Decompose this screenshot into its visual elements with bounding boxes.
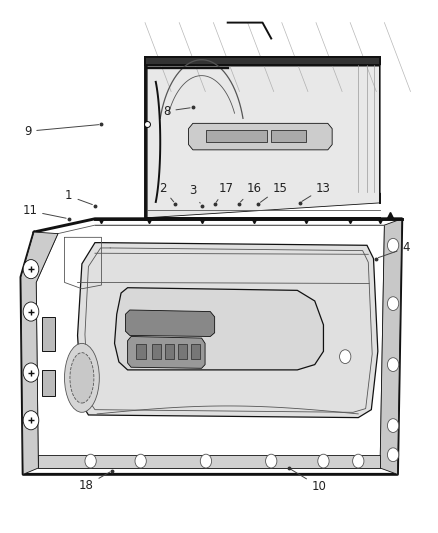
Circle shape — [353, 454, 364, 468]
Polygon shape — [21, 232, 58, 474]
Text: 2: 2 — [159, 182, 174, 202]
Text: 18: 18 — [79, 472, 110, 492]
Polygon shape — [39, 455, 380, 468]
Circle shape — [23, 302, 39, 321]
Polygon shape — [147, 66, 380, 217]
Bar — [42, 317, 55, 351]
Polygon shape — [380, 219, 402, 474]
Circle shape — [265, 454, 277, 468]
Circle shape — [23, 363, 39, 382]
Circle shape — [388, 419, 399, 432]
Circle shape — [388, 297, 399, 311]
Polygon shape — [115, 288, 323, 370]
Text: 13: 13 — [302, 182, 331, 201]
Polygon shape — [188, 123, 332, 150]
Text: 16: 16 — [240, 182, 261, 202]
Polygon shape — [125, 310, 215, 336]
Bar — [152, 344, 161, 359]
Text: 11: 11 — [22, 204, 66, 218]
Circle shape — [23, 411, 39, 430]
Polygon shape — [127, 336, 205, 368]
Bar — [178, 344, 187, 359]
Text: 4: 4 — [378, 241, 410, 257]
Bar — [42, 370, 55, 397]
Circle shape — [85, 454, 96, 468]
Circle shape — [388, 358, 399, 372]
Circle shape — [135, 454, 146, 468]
Text: 3: 3 — [189, 184, 200, 203]
Circle shape — [200, 454, 212, 468]
Text: 1: 1 — [65, 189, 92, 205]
Circle shape — [339, 350, 351, 364]
Ellipse shape — [64, 343, 99, 413]
Bar — [136, 344, 146, 359]
Ellipse shape — [70, 353, 94, 403]
Bar — [271, 130, 306, 142]
Circle shape — [388, 238, 399, 252]
Circle shape — [388, 448, 399, 462]
Bar — [191, 344, 200, 359]
Bar — [165, 344, 174, 359]
Bar — [206, 130, 267, 142]
Circle shape — [23, 260, 39, 279]
Text: 15: 15 — [261, 182, 287, 203]
Text: 10: 10 — [291, 470, 327, 493]
Text: 17: 17 — [216, 182, 233, 202]
Text: 8: 8 — [163, 104, 190, 118]
Text: 9: 9 — [24, 125, 99, 138]
Polygon shape — [145, 57, 380, 65]
Polygon shape — [78, 243, 378, 418]
Circle shape — [318, 454, 329, 468]
